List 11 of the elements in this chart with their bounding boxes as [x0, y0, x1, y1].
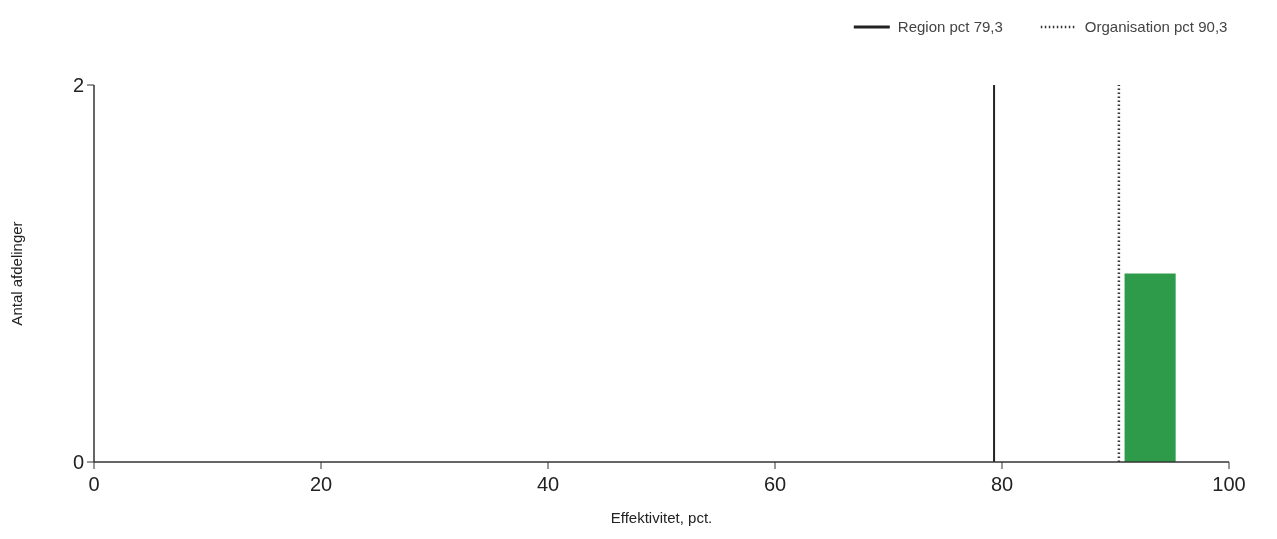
legend-label: Region pct 79,3 [897, 18, 1003, 35]
x-tick-label: 80 [990, 473, 1014, 495]
y-tick-label: 2 [72, 74, 84, 96]
x-tick-label: 60 [763, 473, 787, 495]
x-tick-label: 20 [309, 473, 333, 495]
x-tick-label: 100 [1212, 473, 1246, 495]
x-tick-label: 0 [88, 473, 100, 495]
x-tick-label: 40 [536, 473, 560, 495]
legend-label: Organisation pct 90,3 [1084, 18, 1228, 35]
x-axis-title: Effektivitet, pct. [610, 509, 713, 526]
y-axis-title: Antal afdelinger [8, 221, 25, 326]
